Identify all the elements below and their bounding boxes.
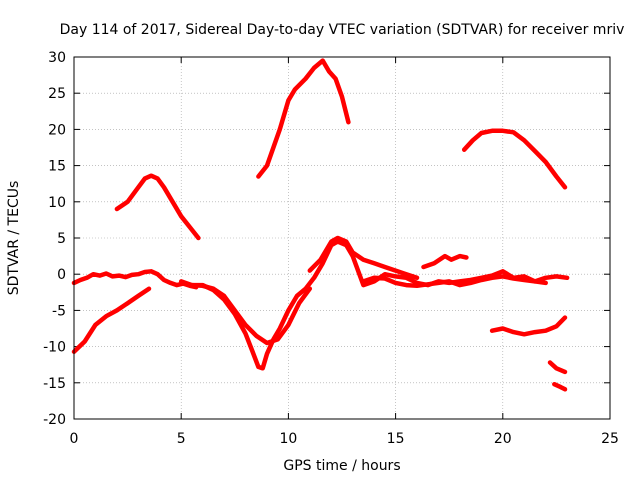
series-arc-4	[178, 239, 570, 371]
series-arc-3	[114, 173, 201, 241]
x-tick-label-0: 0	[70, 431, 79, 447]
y-tick-label-3: -5	[52, 303, 66, 319]
series-arc-10	[461, 128, 568, 190]
y-tick-label-1: -15	[43, 376, 66, 392]
y-tick-label-8: 20	[48, 122, 66, 138]
y-tick-label-9: 25	[48, 86, 66, 102]
x-tick-label-2: 10	[279, 431, 297, 447]
series-arc-1	[71, 269, 199, 290]
y-tick-label-10: 30	[48, 50, 66, 66]
y-tick-label-5: 5	[57, 231, 66, 247]
plot-frame	[73, 56, 611, 420]
series-arc-13	[552, 381, 568, 392]
y-tick-label-6: 10	[48, 195, 66, 211]
series-arc-8	[361, 274, 548, 289]
series-arc-11	[489, 315, 568, 337]
y-tick-label-4: 0	[57, 267, 66, 283]
series-arc-7	[307, 235, 420, 281]
x-tick-label-1: 5	[177, 431, 186, 447]
series-arc-2	[71, 286, 152, 354]
data-series	[71, 58, 570, 392]
y-tick-label-7: 15	[48, 159, 66, 175]
x-tick-label-5: 25	[601, 431, 619, 447]
y-tick-label-0: -20	[43, 412, 66, 428]
x-tick-labels: 0 5 10 15 20 25	[70, 431, 619, 447]
x-tick-label-4: 20	[494, 431, 512, 447]
series-arc-6	[256, 58, 351, 179]
series-arc-9	[421, 253, 469, 270]
series-arc-5	[189, 282, 313, 346]
series-arc-12	[547, 360, 568, 375]
x-tick-label-3: 15	[387, 431, 405, 447]
x-axis-label: GPS time / hours	[283, 458, 400, 474]
chart-title: Day 114 of 2017, Sidereal Day-to-day VTE…	[60, 22, 625, 38]
y-axis-label: SDTVAR / TECUs	[6, 181, 22, 296]
y-tick-labels: -20 -15 -10 -5 0 5 10 15 20 25 30	[43, 50, 66, 428]
y-tick-label-2: -10	[43, 340, 66, 356]
